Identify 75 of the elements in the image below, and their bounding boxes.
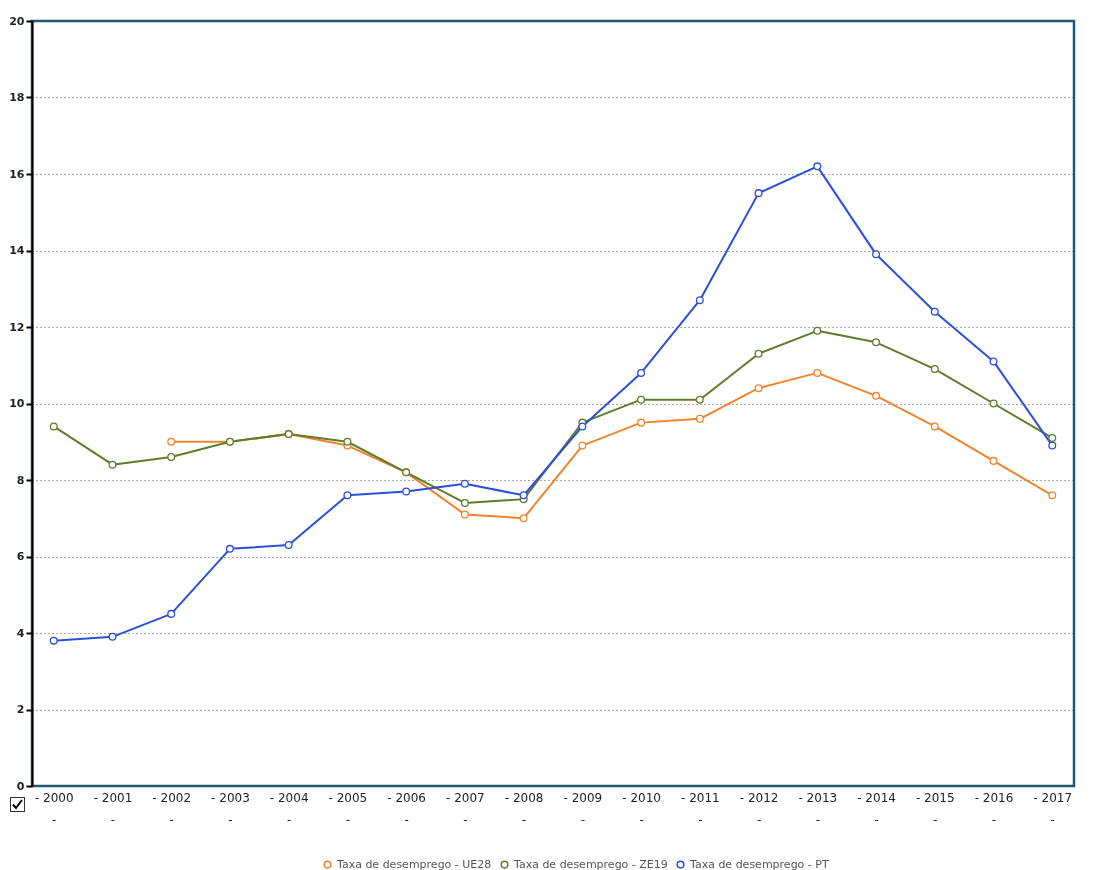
point xyxy=(754,189,763,198)
x-tick-label: - 2005 - xyxy=(328,790,368,827)
point xyxy=(813,162,822,171)
y-tick-label: 14 xyxy=(9,244,25,257)
x-tick-label: - 2016 - xyxy=(974,790,1014,827)
point xyxy=(343,437,352,446)
point xyxy=(343,491,352,500)
point xyxy=(49,422,58,431)
point xyxy=(930,365,939,374)
y-tick-label: 2 xyxy=(16,703,25,716)
x-tick-label: - 2008 - xyxy=(504,790,544,827)
point xyxy=(460,479,469,488)
point xyxy=(930,307,939,316)
legend-label: Taxa de desemprego - ZE19 xyxy=(513,857,668,870)
y-tick-label: 4 xyxy=(16,626,25,640)
point xyxy=(49,636,58,645)
x-tick-label: - 2017 - xyxy=(1033,790,1073,827)
x-tick-label: - 2014 - xyxy=(857,790,896,827)
point xyxy=(460,498,469,507)
point xyxy=(519,491,528,500)
y-tick-label: 16 xyxy=(9,167,25,181)
legend-label: Taxa de desemprego - PT xyxy=(689,857,829,870)
y-tick-label: 20 xyxy=(9,14,25,28)
y-tick-label: 18 xyxy=(9,91,25,104)
x-tick-label: - 2007 - xyxy=(446,790,485,827)
point xyxy=(167,453,176,462)
x-tick-label: - 2015 - xyxy=(915,790,955,827)
x-tick-label: - 2000 - xyxy=(34,790,74,827)
point xyxy=(989,399,998,408)
legend-label: Taxa de desemprego - UE28 xyxy=(336,857,492,870)
point xyxy=(695,395,704,404)
point xyxy=(108,460,117,469)
point xyxy=(578,422,587,431)
point xyxy=(695,414,704,423)
point xyxy=(872,250,881,259)
point xyxy=(930,422,939,431)
x-tick-label: - 2010 - xyxy=(622,790,661,827)
x-tick-label: - 2003 - xyxy=(211,790,250,827)
point xyxy=(872,391,881,400)
y-tick-label: 10 xyxy=(9,397,25,410)
x-tick-label: - 2013 - xyxy=(798,790,838,827)
point xyxy=(754,384,763,393)
point xyxy=(872,338,881,347)
y-tick-label: 0 xyxy=(16,779,25,793)
point xyxy=(813,368,822,377)
y-tick-label: 6 xyxy=(16,550,25,563)
point xyxy=(578,441,587,450)
y-tick-label: 8 xyxy=(16,473,25,487)
point xyxy=(813,326,822,335)
x-tick-label: - 2002 - xyxy=(152,790,192,827)
point xyxy=(637,368,646,377)
point xyxy=(108,632,117,641)
x-tick-label: - 2011 - xyxy=(681,790,720,827)
point xyxy=(1048,491,1057,500)
point xyxy=(167,437,176,446)
point xyxy=(284,541,293,550)
x-tick-label: - 2012 - xyxy=(739,790,779,827)
point xyxy=(225,544,234,553)
point xyxy=(637,418,646,427)
point xyxy=(637,395,646,404)
point xyxy=(1048,433,1057,442)
point xyxy=(695,296,704,305)
point xyxy=(167,609,176,618)
x-tick-label: - 2006 - xyxy=(387,790,426,827)
point xyxy=(989,357,998,366)
x-tick-label: - 2001 - xyxy=(93,790,133,827)
x-tick-label: - 2009 - xyxy=(563,790,603,827)
point xyxy=(754,349,763,358)
point xyxy=(1048,441,1057,450)
point xyxy=(460,510,469,519)
point xyxy=(402,487,411,496)
x-tick-label: - 2004 - xyxy=(269,790,309,827)
y-tick-label: 12 xyxy=(9,320,25,334)
point xyxy=(989,456,998,465)
point xyxy=(519,514,528,523)
